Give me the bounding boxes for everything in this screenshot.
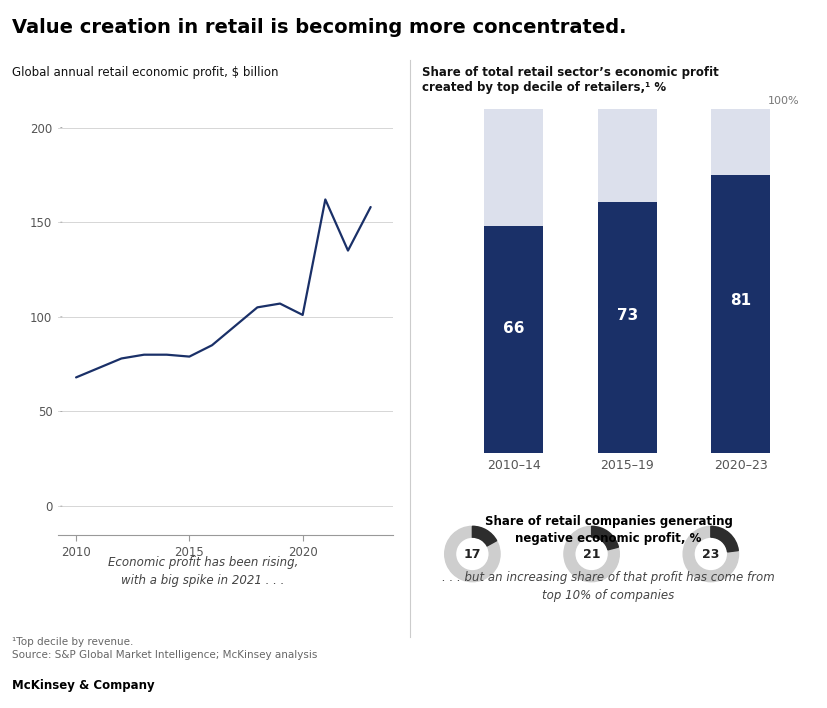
Text: 81: 81 — [729, 292, 750, 307]
Wedge shape — [591, 526, 618, 550]
Text: 66: 66 — [502, 321, 523, 336]
Text: 73: 73 — [616, 308, 637, 323]
Wedge shape — [444, 526, 500, 582]
Text: Global annual retail economic profit, $ billion: Global annual retail economic profit, $ … — [12, 66, 279, 79]
Text: Share of retail companies generating
negative economic profit, %: Share of retail companies generating neg… — [484, 515, 732, 544]
Text: 23: 23 — [701, 547, 719, 561]
Bar — [597, 202, 656, 453]
Bar — [710, 110, 769, 175]
Bar — [710, 175, 769, 453]
Bar — [484, 110, 543, 227]
Text: . . . but an increasing share of that profit has come from
top 10% of companies: . . . but an increasing share of that pr… — [442, 571, 774, 603]
Wedge shape — [471, 526, 496, 546]
Text: 21: 21 — [582, 547, 600, 561]
Wedge shape — [710, 526, 738, 552]
Bar — [597, 110, 656, 202]
Wedge shape — [563, 526, 619, 582]
Text: Economic profit has been rising,
with a big spike in 2021 . . .: Economic profit has been rising, with a … — [108, 556, 298, 587]
Text: McKinsey & Company: McKinsey & Company — [12, 680, 155, 692]
Text: 100%: 100% — [767, 96, 799, 105]
Text: Value creation in retail is becoming more concentrated.: Value creation in retail is becoming mor… — [12, 18, 626, 37]
Text: ¹Top decile by revenue.: ¹Top decile by revenue. — [12, 637, 134, 647]
Text: Source: S&P Global Market Intelligence; McKinsey analysis: Source: S&P Global Market Intelligence; … — [12, 650, 318, 660]
Text: 17: 17 — [463, 547, 480, 561]
Wedge shape — [682, 526, 738, 582]
Bar — [484, 227, 543, 453]
Text: Share of total retail sector’s economic profit
created by top decile of retailer: Share of total retail sector’s economic … — [422, 66, 718, 94]
